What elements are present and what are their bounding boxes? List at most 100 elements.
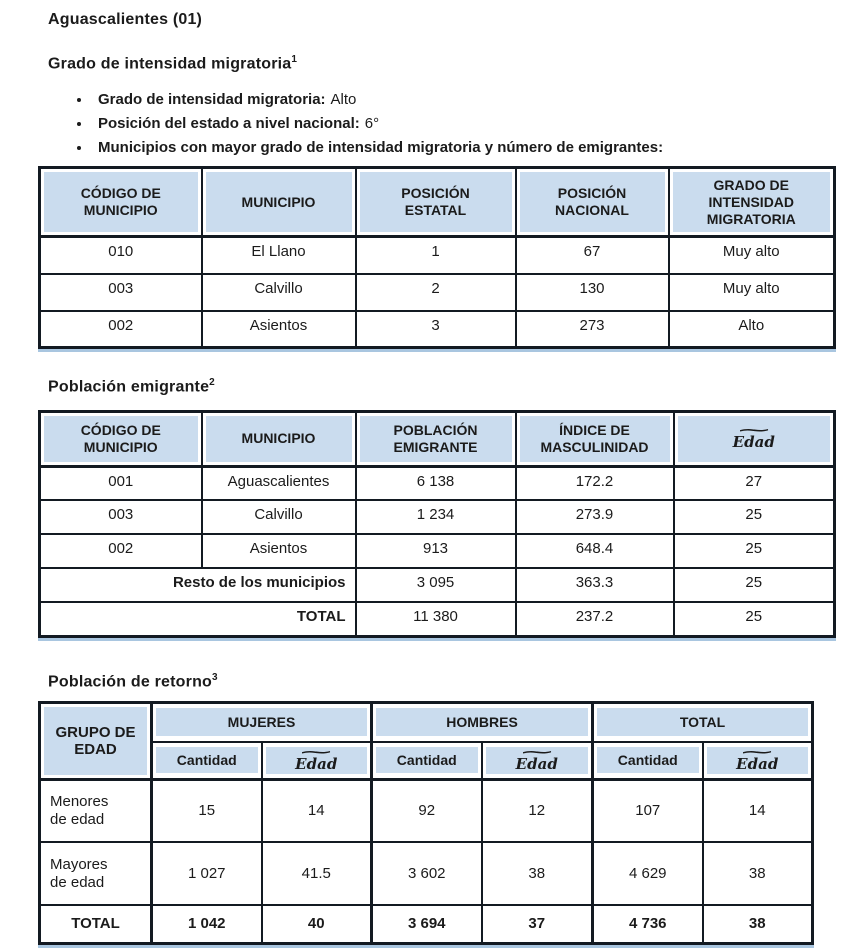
emigrant-table: CÓDIGO DE MUNICIPIO MUNICIPIO POBLACIÓN … [38, 409, 836, 638]
group-header-hombres: HOMBRES [376, 708, 588, 737]
median-tilde-icon: ~ [297, 745, 336, 760]
bullet-label: Grado de intensidad migratoria: [98, 91, 326, 109]
header-row: CÓDIGO DE MUNICIPIO MUNICIPIO POBLACIÓN … [38, 410, 836, 468]
total-label: TOTAL [38, 904, 153, 945]
header-row: CÓDIGO DE MUNICIPIO MUNICIPIO POSICIÓN E… [38, 166, 836, 239]
table-cell: 4 629 [591, 841, 704, 907]
table-cell: 172.2 [514, 465, 675, 502]
page-title: Aguascalientes (01) [48, 11, 203, 28]
sub-header-cantidad: Cantidad [156, 747, 258, 774]
table-row: Mayores de edad 1 027 41.5 3 602 38 4 62… [38, 841, 814, 907]
table-cell: 25 [672, 601, 836, 638]
median-tilde-icon: ~ [734, 423, 773, 439]
table-cell: 130 [514, 272, 670, 312]
column-header-indice: ÍNDICE DE MASCULINIDAD [519, 415, 670, 462]
table-cell: 273 [514, 309, 670, 349]
table-cell: Muy alto [667, 235, 836, 275]
table-cell: Aguascalientes [200, 465, 357, 502]
table-row: Menores de edad 15 14 92 12 107 14 [38, 778, 814, 844]
sub-header-edad-mediana: ~ Edad [485, 745, 588, 774]
footnote-marker: 1 [291, 54, 298, 65]
bullet-value: 6° [364, 115, 380, 133]
table-cell: 25 [672, 567, 836, 604]
table-cell: 2 [354, 272, 517, 312]
group-header-total: TOTAL [597, 708, 808, 737]
total-label: TOTAL [38, 601, 357, 638]
table-cell: 648.4 [514, 533, 675, 570]
table-cell: 107 [591, 778, 704, 844]
table-cell: 913 [354, 533, 517, 570]
sub-header-cantidad: Cantidad [376, 747, 478, 774]
footnote-marker: 3 [212, 671, 218, 683]
total-row: TOTAL 1 042 40 3 694 37 4 736 38 [38, 904, 814, 945]
table-cell: 1 042 [150, 904, 263, 945]
table-cell: 6 138 [354, 465, 517, 502]
bullet-item: Municipios con mayor grado de intensidad… [92, 136, 845, 160]
table-cell: Calvillo [200, 272, 357, 312]
table-cell: Asientos [200, 533, 357, 570]
column-header-grupo-edad: GRUPO DE EDAD [44, 706, 147, 775]
median-tilde-icon: ~ [738, 745, 777, 760]
table-row: 010 El Llano 1 67 Muy alto [38, 235, 836, 275]
table-cell: Asientos [200, 309, 357, 349]
table-cell: Alto [667, 309, 836, 349]
section-heading-intensidad: Grado de intensidad migratoria1 [48, 50, 845, 73]
table-cell: 001 [38, 465, 203, 502]
table-cell: 15 [150, 778, 263, 844]
table-cell: 37 [480, 904, 594, 945]
table-cell: 41.5 [260, 841, 373, 907]
group-header-row: GRUPO DE EDAD MUJERES HOMBRES TOTAL [38, 701, 814, 781]
table-cell: 3 095 [354, 567, 517, 604]
total-row: TOTAL 11 380 237.2 25 [38, 601, 836, 638]
bullet-label: Municipios con mayor grado de intensidad… [98, 139, 664, 157]
heading-text: Grado de intensidad migratoria [48, 55, 292, 73]
sub-header-edad-mediana: ~ Edad [265, 745, 367, 774]
footnote-marker: 2 [209, 377, 215, 389]
table-cell: 25 [672, 499, 836, 536]
bullet-item: Posición del estado a nivel nacional:6° [92, 112, 845, 136]
table-cell: 14 [701, 778, 814, 844]
bullet-item: Grado de intensidad migratoria:Alto [92, 88, 845, 112]
table-cell: 002 [38, 309, 203, 349]
median-tilde-icon: ~ [517, 745, 556, 760]
column-header-pos-nacional: POSICIÓN NACIONAL [519, 172, 665, 233]
column-header-edad-mediana: ~ Edad [677, 415, 830, 462]
table-cell: El Llano [200, 235, 357, 275]
section-heading-emigrante: Población emigrante2 [48, 373, 845, 396]
table-cell: 38 [701, 841, 814, 907]
table-cell: 3 694 [370, 904, 483, 945]
table-cell: Calvillo [200, 499, 357, 536]
table-row: 002 Asientos 913 648.4 25 [38, 533, 836, 570]
table-cell: 27 [672, 465, 836, 502]
table-cell: 003 [38, 272, 203, 312]
table-cell: 363.3 [514, 567, 675, 604]
table-cell: 002 [38, 533, 203, 570]
table-cell: 40 [260, 904, 373, 945]
column-header-poblacion: POBLACIÓN EMIGRANTE [359, 415, 512, 462]
table-cell: 237.2 [514, 601, 675, 638]
table-cell: 3 602 [370, 841, 483, 907]
column-header-grado: GRADO DE INTENSIDAD MIGRATORIA [672, 172, 830, 233]
table-cell: 67 [514, 235, 670, 275]
table-cell: 25 [672, 533, 836, 570]
table-cell: 1 [354, 235, 517, 275]
table-cell: 12 [480, 778, 594, 844]
table-row: 003 Calvillo 1 234 273.9 25 [38, 499, 836, 536]
table-row: 001 Aguascalientes 6 138 172.2 27 [38, 465, 836, 502]
summary-row: Resto de los municipios 3 095 363.3 25 [38, 567, 836, 604]
summary-label: Resto de los municipios [38, 567, 357, 604]
group-header-mujeres: MUJERES [156, 708, 367, 737]
column-header-pos-estatal: POSICIÓN ESTATAL [359, 172, 512, 233]
table-row: 002 Asientos 3 273 Alto [38, 309, 836, 349]
column-header-codigo: CÓDIGO DE MUNICIPIO [44, 172, 198, 233]
table-cell: 14 [260, 778, 373, 844]
bullet-list: Grado de intensidad migratoria:Alto Posi… [92, 88, 845, 160]
table-cell: 38 [701, 904, 814, 945]
heading-text: Población emigrante [48, 378, 210, 396]
table-cell: 1 234 [354, 499, 517, 536]
table-cell: 4 736 [591, 904, 704, 945]
row-label: Menores de edad [38, 778, 153, 844]
table-cell: 010 [38, 235, 203, 275]
heading-text: Población de retorno [48, 672, 213, 690]
sub-header-cantidad: Cantidad [597, 747, 699, 774]
